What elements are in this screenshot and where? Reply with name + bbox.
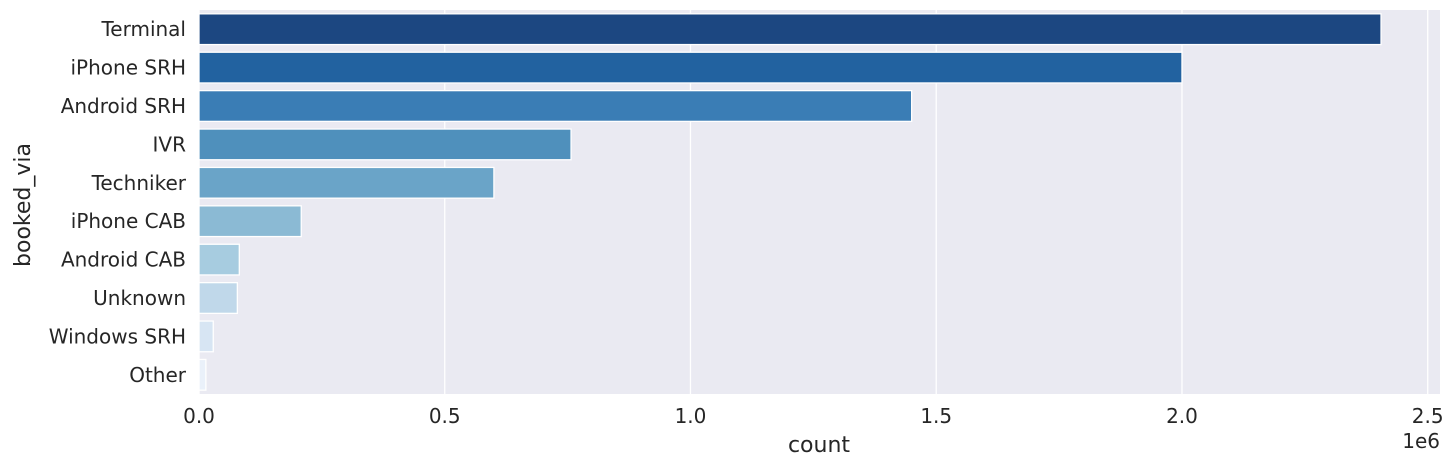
x-tick-label: 0.0 [183, 404, 215, 428]
category-label: Windows SRH [49, 324, 186, 348]
x-tick-label: 1.5 [920, 404, 952, 428]
bar-windows-srh [198, 320, 214, 353]
x-tick-label: 2.5 [1412, 404, 1444, 428]
bar-android-cab [198, 243, 240, 276]
bar-other [198, 358, 207, 391]
category-label: iPhone CAB [71, 209, 186, 233]
x-axis-title: count [788, 433, 850, 458]
bar-ivr [198, 128, 572, 161]
x-tick-labels: 0.0 0.5 1.0 1.5 2.0 2.5 [183, 404, 1444, 428]
bar-terminal [198, 13, 1382, 46]
x-axis-offset-label: 1e6 [1402, 429, 1440, 453]
bar-techniker [198, 166, 495, 199]
bar-android-srh [198, 89, 913, 123]
x-tick-label: 1.0 [675, 404, 707, 428]
category-label: Terminal [100, 17, 186, 41]
bar-iphone-cab [198, 205, 302, 238]
category-labels: Terminal iPhone SRH Android SRH IVR Technike… [49, 17, 187, 387]
bar-iphone-srh [198, 51, 1183, 84]
bar-unknown [198, 281, 238, 315]
category-label: IVR [153, 132, 187, 156]
x-tick-label: 2.0 [1166, 404, 1198, 428]
bars [198, 13, 1382, 391]
category-label: Android CAB [61, 248, 186, 272]
category-label: Techniker [91, 171, 187, 195]
category-label: Other [129, 363, 187, 387]
category-label: Unknown [93, 286, 186, 310]
category-label: Android SRH [61, 94, 186, 118]
x-tick-label: 0.5 [429, 404, 461, 428]
category-label: iPhone SRH [71, 56, 187, 80]
y-axis-title: booked_via [11, 143, 36, 267]
